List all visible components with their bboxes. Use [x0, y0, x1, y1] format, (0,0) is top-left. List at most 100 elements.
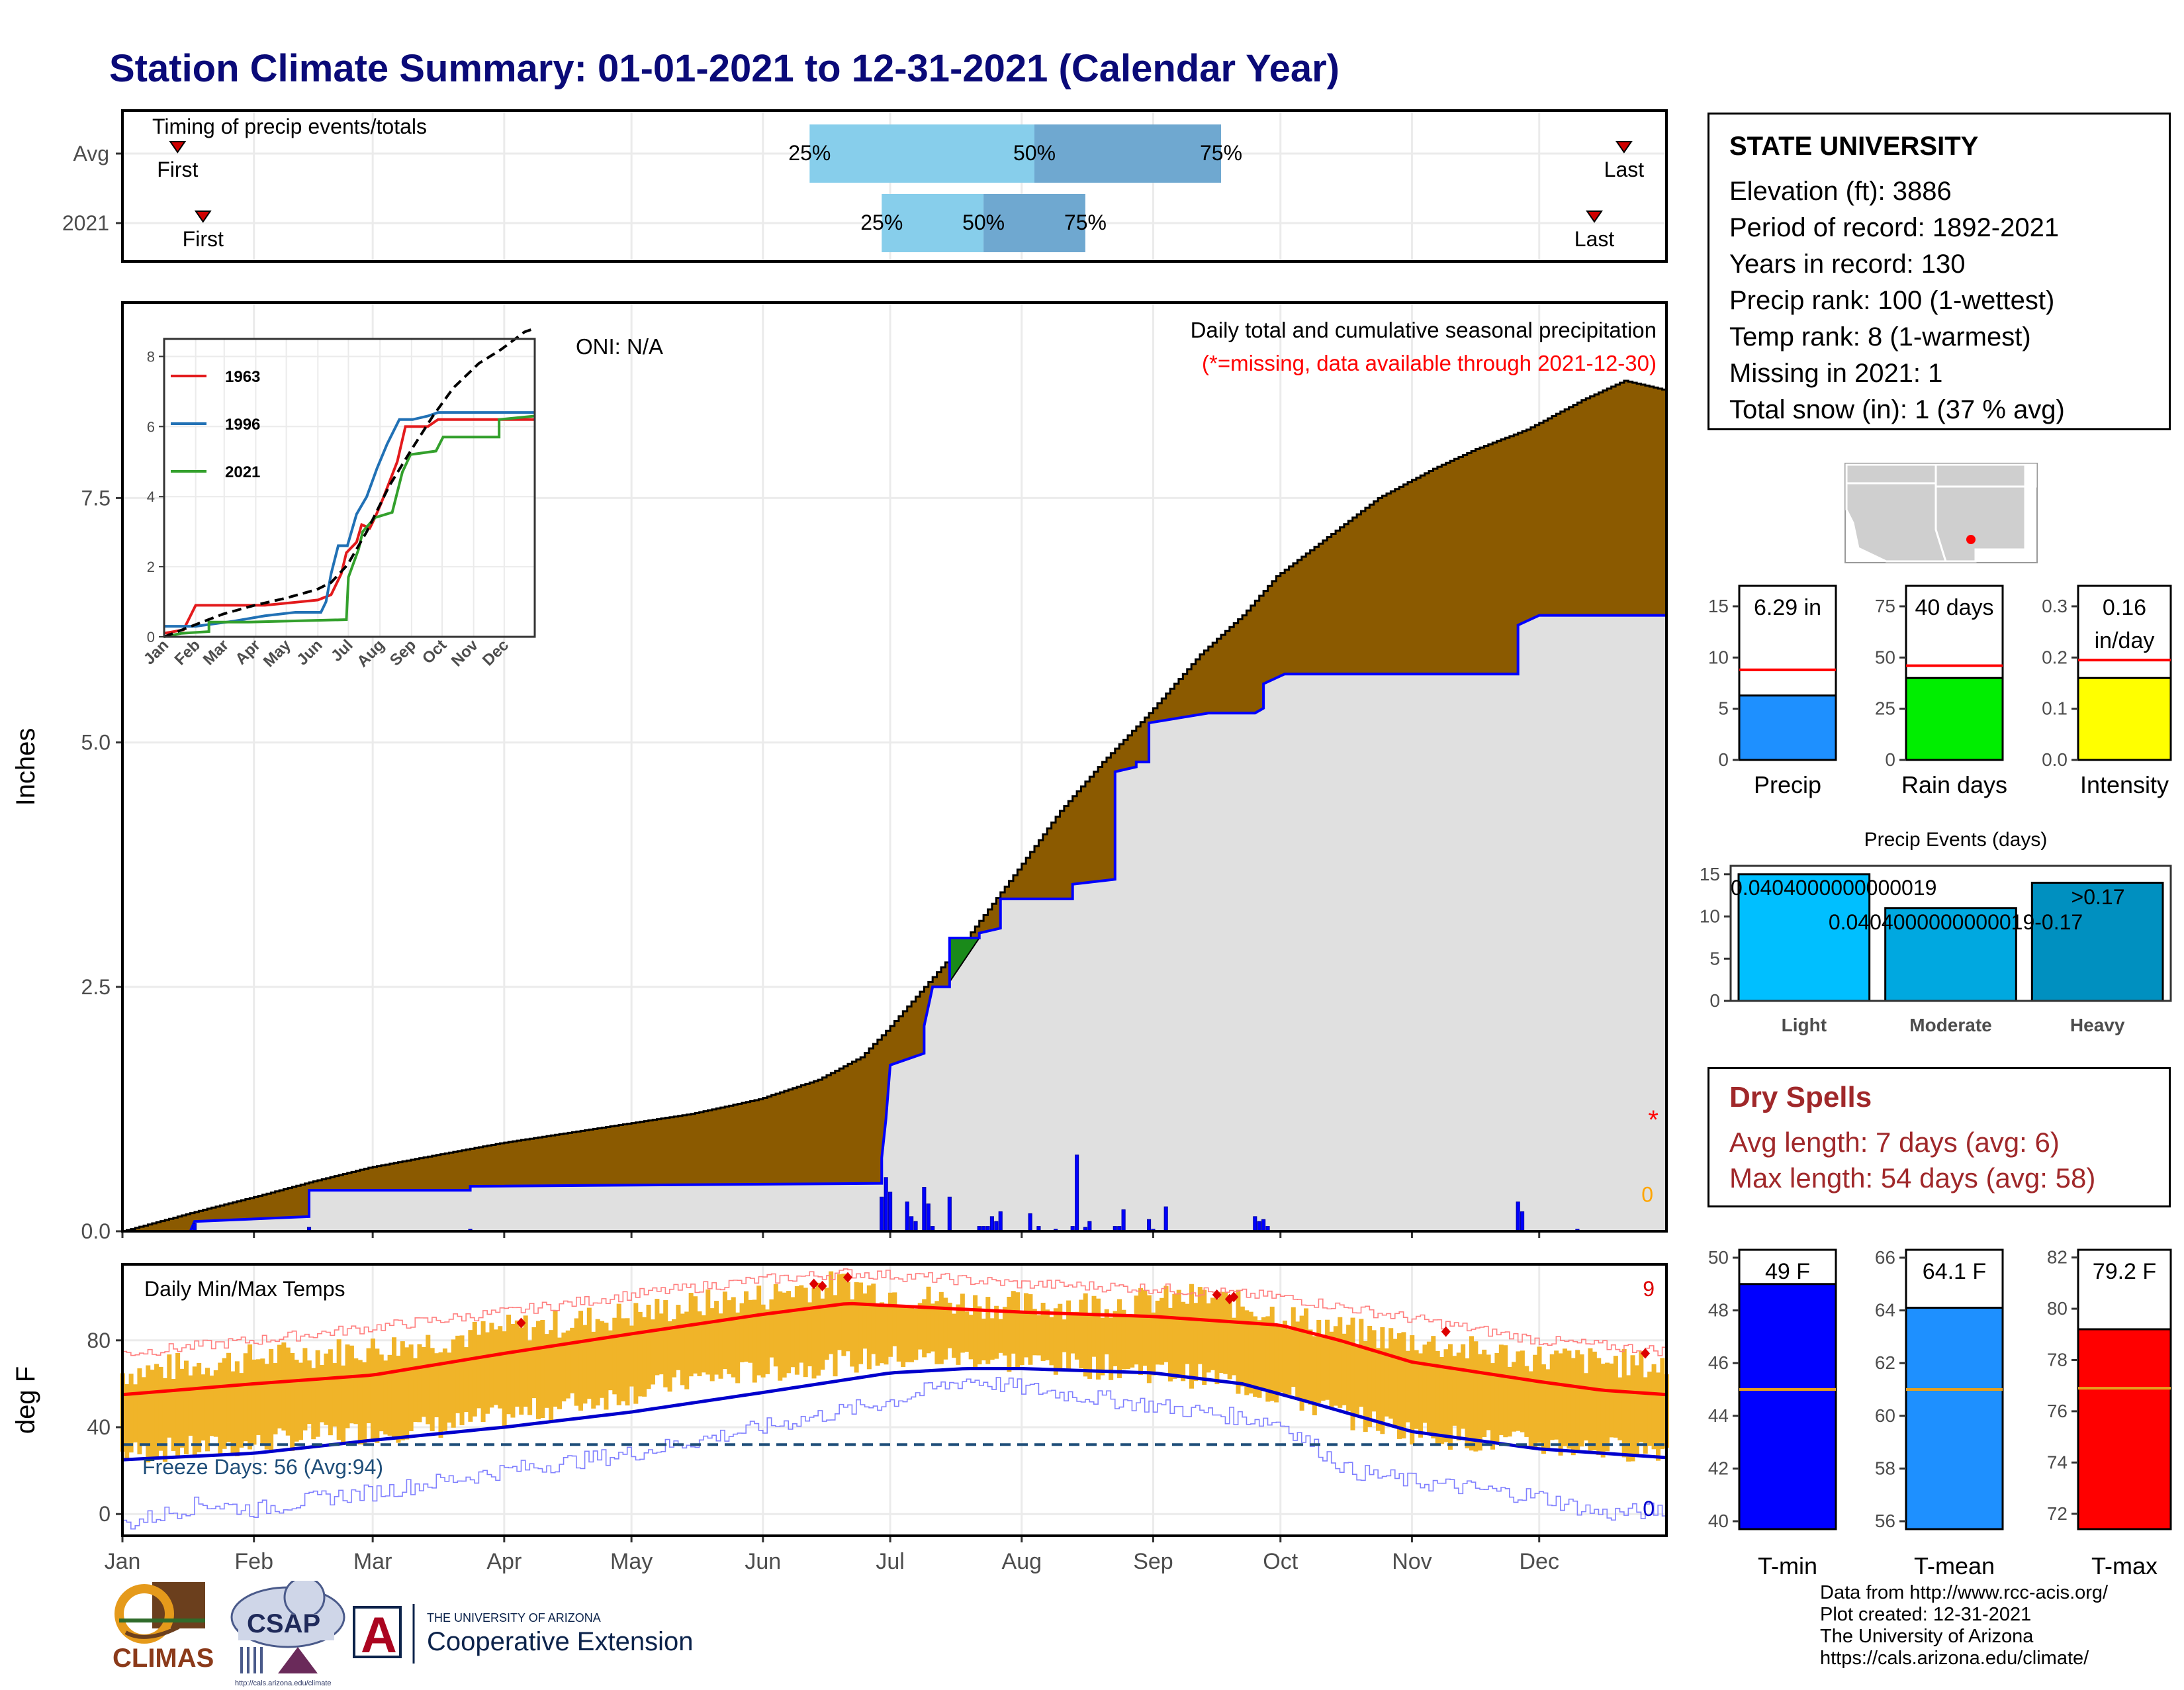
daily-temp-range-bar	[782, 1292, 787, 1378]
timing-last-label: Last	[1604, 158, 1645, 181]
daily-temp-range-bar	[977, 1306, 982, 1365]
daily-temp-range-bar	[128, 1374, 134, 1453]
daily-temp-range-bar	[426, 1335, 431, 1425]
ua-logo: A THE UNIVERSITY OF ARIZONA Cooperative …	[353, 1604, 693, 1664]
daily-temp-range-bar	[722, 1291, 727, 1370]
events-bar-label-light: 0.0404000000000019	[1731, 876, 1936, 900]
daily-temp-range-bar	[510, 1324, 516, 1418]
precip-totals-chart: 6.29 in 0 5 10 15 Precip 40 days 0 25 50 75 Rain da…	[1708, 585, 2172, 798]
daily-temp-range-bar	[451, 1339, 456, 1428]
daily-temp-range-bar	[477, 1335, 482, 1409]
temp-summary-ytick-label: 46	[1708, 1352, 1729, 1373]
daily-temp-range-bar	[306, 1360, 312, 1425]
daily-temp-range-bar	[1291, 1307, 1296, 1387]
precip-totals-ytick-label: 10	[1708, 647, 1729, 667]
daily-temp-range-bar	[1049, 1317, 1054, 1366]
logos-svg: CLIMAS CSAP http://cals.arizona.edu/clim…	[113, 1576, 693, 1687]
timing-chart: 25% 50% 75% First Last Avg 25% 50% 75% First Last 2…	[62, 109, 1668, 263]
record-high-day-marker	[809, 1278, 819, 1290]
daily-temp-range-bar	[239, 1373, 244, 1448]
daily-temp-range-bar	[989, 1318, 995, 1360]
daily-temp-range-bar	[752, 1299, 757, 1383]
inset-legend-label: 1996	[225, 416, 260, 434]
daily-temp-range-bar	[1392, 1338, 1398, 1427]
daily-temp-range-bar	[1541, 1364, 1546, 1454]
daily-temp-range-bar	[1490, 1363, 1496, 1450]
daily-temp-range-bar	[1579, 1354, 1584, 1447]
daily-precip-bar	[1261, 1219, 1266, 1232]
temp-summary-ytick-label: 64	[1875, 1300, 1895, 1321]
daily-temp-range-bar	[251, 1359, 257, 1445]
daily-temp-range-bar	[684, 1311, 690, 1389]
daily-temp-range-bar	[1422, 1344, 1428, 1423]
daily-temp-range-bar	[171, 1378, 176, 1451]
precip-totals-value-label: 0.16	[2103, 595, 2146, 620]
daily-temp-range-bar	[667, 1321, 672, 1392]
daily-temp-range-bar	[807, 1302, 813, 1367]
daily-temp-range-bar	[1397, 1333, 1402, 1439]
daily-temp-range-bar	[688, 1293, 694, 1377]
daily-temp-range-bar	[1486, 1354, 1491, 1431]
temp-summary-ytick-label: 42	[1708, 1458, 1729, 1478]
daily-temp-range-bar	[1600, 1364, 1606, 1458]
precip-totals-ytick-label: 15	[1708, 596, 1729, 616]
csap-logo-text: CSAP	[247, 1609, 320, 1638]
daily-temp-range-bar	[926, 1286, 931, 1354]
daily-temp-range-bar	[1295, 1321, 1300, 1400]
timing-ytick-label: 2021	[62, 211, 109, 235]
daily-temp-range-bar	[1575, 1350, 1580, 1453]
daily-temp-range-bar	[1380, 1327, 1385, 1434]
daily-temp-range-bar	[1338, 1317, 1343, 1408]
daily-temp-range-bar	[1452, 1356, 1457, 1426]
daily-temp-range-bar	[748, 1299, 753, 1363]
temp-summary-bar-t-max	[2077, 1328, 2172, 1530]
daily-temp-range-bar	[943, 1297, 948, 1360]
daily-temp-range-bar	[260, 1358, 265, 1445]
daily-temp-range-bar	[1087, 1315, 1093, 1379]
avg-max-line	[122, 1301, 1667, 1397]
daily-precip-bar	[1146, 1219, 1152, 1232]
daily-temp-range-bar	[345, 1344, 350, 1429]
daily-temp-range-bar	[506, 1314, 512, 1415]
daily-temp-range-bar	[994, 1305, 999, 1359]
daily-temp-range-bar	[1130, 1316, 1135, 1368]
daily-temp-range-bar	[1134, 1295, 1139, 1365]
daily-temp-range-bar	[727, 1300, 732, 1374]
temp-summary-ytick-label: 82	[2047, 1247, 2068, 1268]
timing-bar-q50-q75	[1034, 124, 1222, 183]
daily-temp-range-bar	[264, 1364, 269, 1450]
daily-temp-range-bar	[1104, 1309, 1109, 1354]
daily-temp-range-bar	[850, 1299, 855, 1367]
daily-temp-range-bar	[1176, 1290, 1181, 1378]
daily-temp-range-bar	[604, 1323, 609, 1410]
daily-precip-bar	[913, 1221, 918, 1232]
avg-min-line	[122, 1366, 1667, 1462]
precip-totals-bar-rain-days	[1905, 677, 2004, 761]
daily-temp-range-bar	[884, 1305, 889, 1365]
precip-totals-bar-intensity	[2077, 677, 2172, 761]
daily-temp-range-bar	[934, 1301, 940, 1364]
logo-strip: CLIMAS CSAP http://cals.arizona.edu/clim…	[106, 1576, 754, 1687]
daily-temp-range-bar	[421, 1346, 426, 1417]
daily-temp-range-bar	[1287, 1329, 1292, 1395]
cumulative-ytick-label: 0.0	[81, 1219, 111, 1243]
daily-temp-range-bar	[311, 1368, 316, 1440]
daily-temp-range-bar	[871, 1284, 876, 1354]
daily-temp-range-bar	[1435, 1350, 1440, 1445]
daily-temp-range-bar	[1592, 1351, 1597, 1450]
inset-ytick-label: 2	[147, 559, 155, 575]
missing-data-marker: *	[1648, 1105, 1659, 1135]
daily-temp-range-bar	[188, 1375, 193, 1436]
daily-temp-range-bar	[209, 1376, 214, 1436]
daily-temp-range-bar	[1647, 1372, 1653, 1446]
daily-temp-range-bar	[1401, 1332, 1406, 1438]
daily-temp-range-bar	[646, 1305, 651, 1389]
daily-temp-range-bar	[1469, 1336, 1474, 1451]
daily-temp-range-bar	[294, 1360, 299, 1442]
timing-ytick-label: Avg	[73, 142, 109, 165]
daily-temp-range-bar	[608, 1330, 613, 1391]
daily-precip-bar	[1257, 1221, 1261, 1232]
daily-temp-range-bar	[1308, 1329, 1313, 1405]
daily-temp-range-bar	[498, 1326, 503, 1409]
